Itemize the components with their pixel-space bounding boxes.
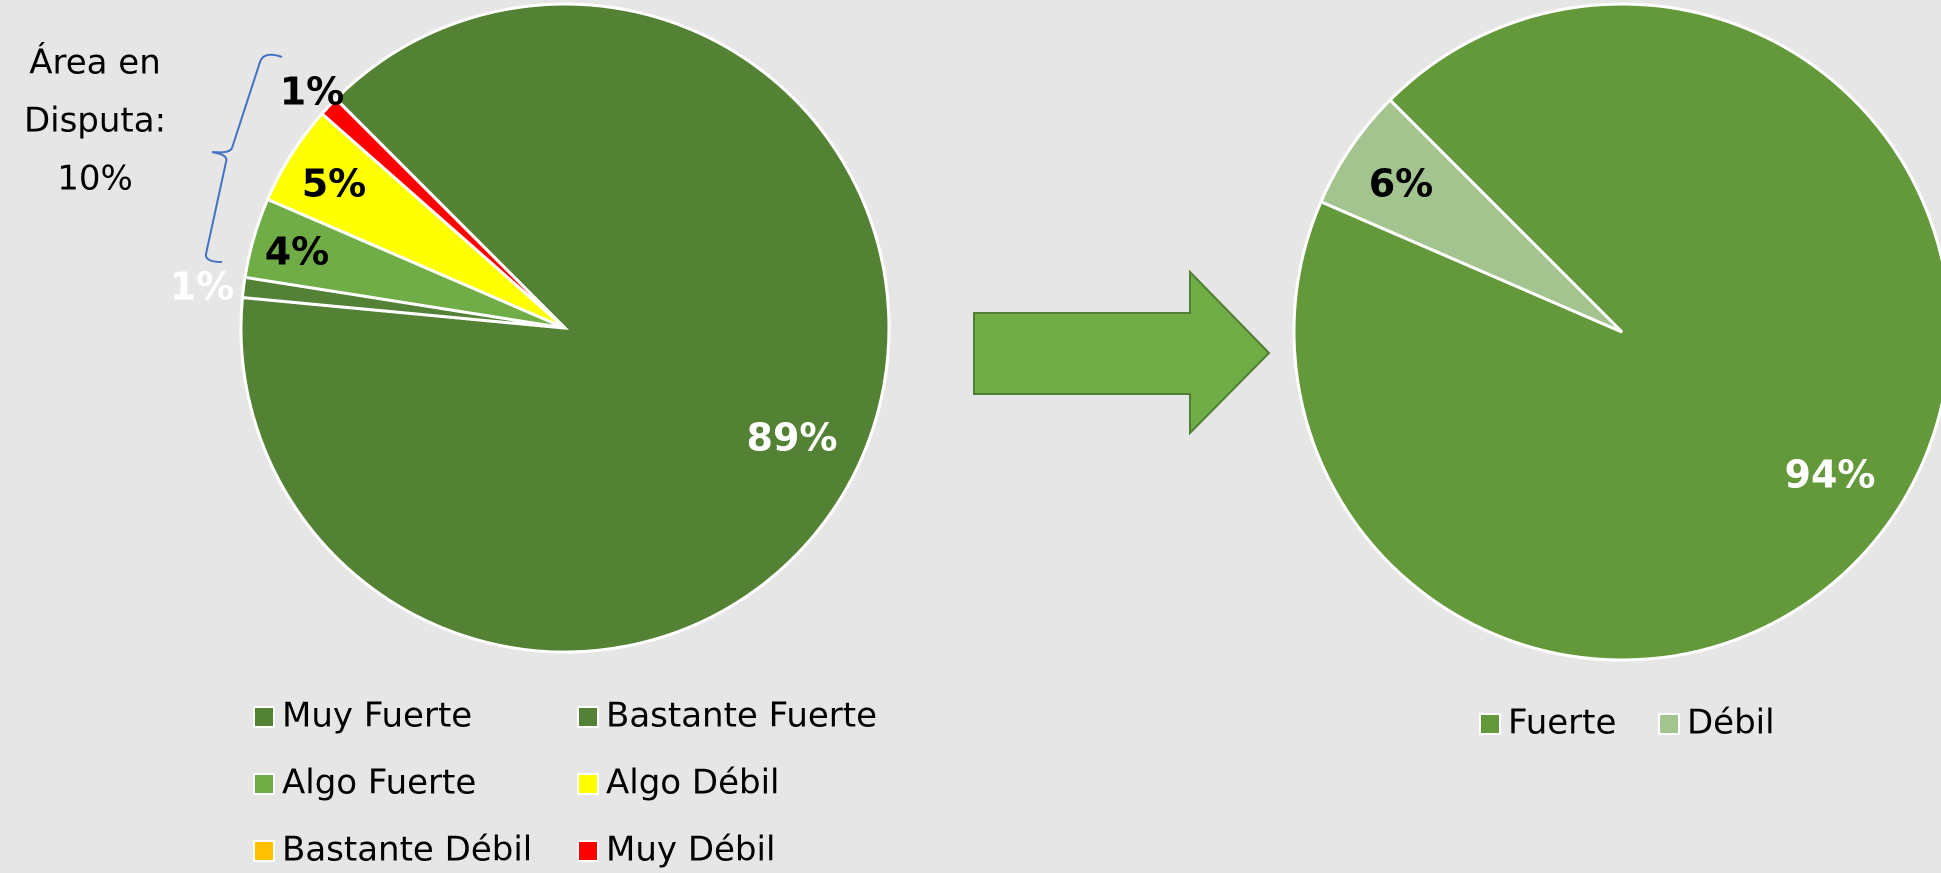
data-label: 6% — [1369, 162, 1434, 206]
annotation: Disputa: — [24, 101, 166, 141]
arrow — [973, 269, 1271, 436]
data-label: 89% — [747, 416, 838, 460]
legend-label: Débil — [1687, 703, 1775, 743]
legend-label: Fuerte — [1508, 703, 1616, 743]
legend-label: Algo Fuerte — [282, 763, 476, 803]
legend-swatch — [253, 706, 275, 728]
annotation: 10% — [57, 159, 133, 199]
pie-slice — [1319, 97, 1624, 334]
legend-swatch — [253, 773, 275, 795]
data-label: 1% — [170, 265, 235, 309]
data-label: 1% — [280, 70, 345, 114]
data-label: 94% — [1785, 453, 1876, 497]
annotation: Área en — [29, 42, 161, 83]
legend-label: Algo Débil — [606, 763, 779, 803]
legend-label: Bastante Débil — [282, 830, 532, 870]
legend-swatch — [1658, 713, 1680, 735]
data-label: 4% — [265, 230, 330, 274]
legend-label: Bastante Fuerte — [606, 696, 877, 736]
legend-label: Muy Fuerte — [282, 696, 472, 736]
pie-slice — [1292, 2, 1941, 662]
legend-swatch — [253, 840, 275, 862]
data-label: 5% — [302, 162, 367, 206]
legend-swatch — [577, 706, 599, 728]
legend-swatch — [577, 773, 599, 795]
pie-slice — [319, 96, 567, 330]
bracket — [204, 53, 283, 263]
legend-swatch — [1479, 713, 1501, 735]
legend-label: Muy Débil — [606, 830, 775, 870]
legend-swatch — [577, 840, 599, 862]
